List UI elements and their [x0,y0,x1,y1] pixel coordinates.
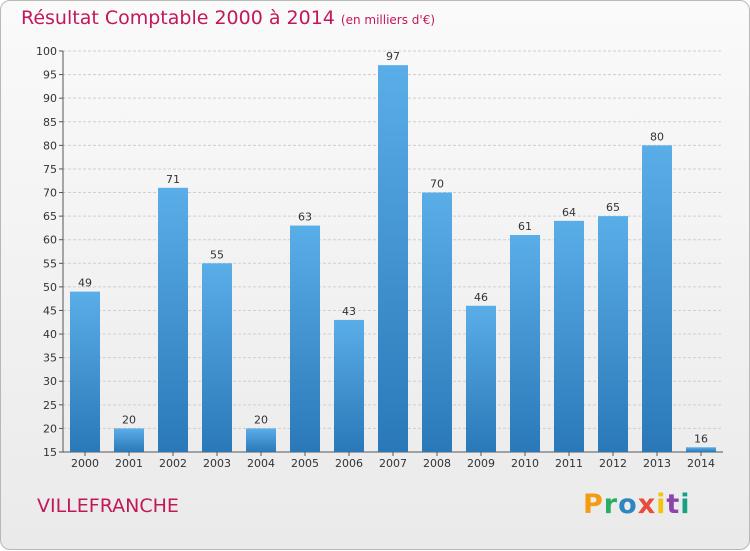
commune-name: VILLEFRANCHE [37,495,179,517]
y-tick-label: 70 [43,187,57,200]
bar-2003 [202,263,232,452]
value-label-2014: 16 [694,432,708,445]
bar-2008 [422,192,452,452]
bar-2014 [686,447,716,452]
bar-2000 [70,291,100,452]
x-tick-labels: 2000 2001 2002 2003 2004 2005 2006 2007 2008 2009… [71,457,715,470]
value-label-2006: 43 [342,305,356,318]
proxiti-logo[interactable]: Proxiti [583,489,691,520]
value-label-2013: 80 [650,130,664,143]
bar-2006 [334,319,364,452]
y-tick-label: 20 [43,422,57,435]
bar-2004 [246,428,276,452]
y-tick-label: 40 [43,328,57,341]
value-labels: 49 20 71 55 20 63 43 97 70 46 61 64 65 80 16 [78,50,708,445]
bar-2009 [466,305,496,452]
x-tick-label-2002: 2002 [159,457,187,470]
x-tick-label-2000: 2000 [71,457,99,470]
chart-subtitle: (en milliers d'€) [340,13,436,27]
bar-2012 [598,216,628,452]
y-tick-label: 50 [43,281,57,294]
y-tick-label: 100 [36,45,57,58]
x-tick-label-2004: 2004 [247,457,275,470]
y-tick-label: 55 [43,257,57,270]
y-tick-label: 15 [43,446,57,459]
value-label-2002: 71 [166,173,180,186]
bar-2002 [158,187,188,452]
x-tick-label-2011: 2011 [555,457,583,470]
value-label-2001: 20 [122,413,136,426]
y-tick-label: 65 [43,210,57,223]
value-label-2009: 46 [474,291,488,304]
value-label-2000: 49 [78,277,92,290]
x-tick-label-2013: 2013 [643,457,671,470]
bar-2013 [642,145,672,452]
x-tick-label-2012: 2012 [599,457,627,470]
y-tick-label: 45 [43,304,57,317]
value-label-2003: 55 [210,248,224,261]
y-tick-label: 60 [43,234,57,247]
chart-title: Résultat Comptable 2000 à 2014 (en millie… [21,7,435,29]
y-tick-label: 95 [43,69,57,82]
x-tick-label-2007: 2007 [379,457,407,470]
y-tick-label: 80 [43,139,57,152]
bar-2001 [114,428,144,452]
y-tick-label: 85 [43,116,57,129]
value-label-2010: 61 [518,220,532,233]
x-tick-label-2008: 2008 [423,457,451,470]
y-tick-labels: 15 20 25 30 35 40 45 50 55 60 65 70 75 80 85 90 95 100 [36,45,57,459]
value-label-2012: 65 [606,201,620,214]
x-tick-label-2006: 2006 [335,457,363,470]
x-tick-label-2003: 2003 [203,457,231,470]
y-tick-label: 90 [43,92,57,105]
y-tick-label: 25 [43,399,57,412]
x-tick-label-2001: 2001 [115,457,143,470]
value-label-2011: 64 [562,206,576,219]
x-tick-label-2005: 2005 [291,457,319,470]
value-label-2004: 20 [254,413,268,426]
y-tick-label: 75 [43,163,57,176]
x-tick-label-2014: 2014 [687,457,715,470]
x-tick-label-2010: 2010 [511,457,539,470]
bar-2005 [290,225,320,452]
y-tick-label: 30 [43,375,57,388]
bars [70,65,716,452]
value-label-2005: 63 [298,211,312,224]
bar-2007 [378,65,408,452]
y-tick-label: 35 [43,352,57,365]
value-label-2007: 97 [386,50,400,63]
bar-2011 [554,220,584,452]
title-text: Résultat Comptable 2000 à 2014 [21,7,335,29]
value-label-2008: 70 [430,178,444,191]
bar-2010 [510,234,540,452]
x-tick-label-2009: 2009 [467,457,495,470]
